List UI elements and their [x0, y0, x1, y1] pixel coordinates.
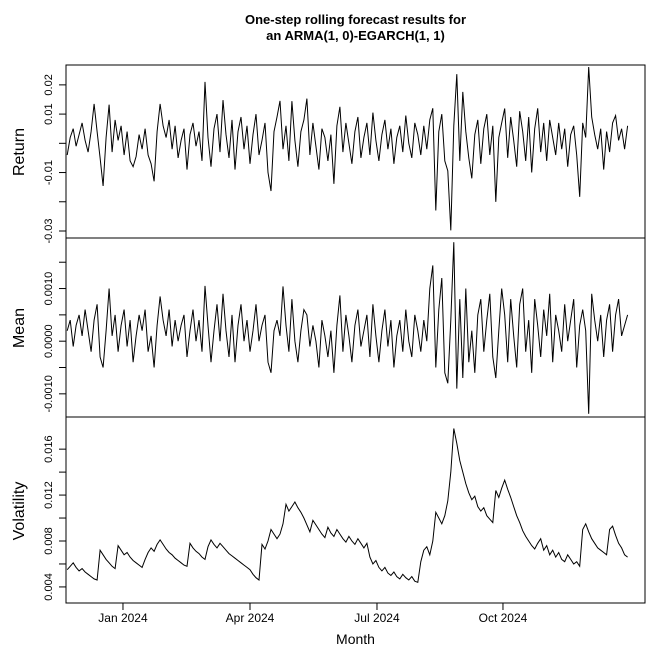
- mean-y-tick-label: 0.0010: [43, 272, 55, 306]
- volatility-y-tick-label: 0.008: [43, 527, 55, 555]
- volatility-y-tick-label: 0.004: [43, 573, 55, 601]
- x-tick-label: Jul 2024: [354, 611, 400, 625]
- return-y-tick-label: -0.01: [43, 160, 55, 185]
- x-tick-label: Oct 2024: [479, 611, 528, 625]
- x-axis-label: Month: [336, 631, 375, 647]
- volatility-panel-border: [65, 416, 646, 604]
- mean-series-line: [66, 242, 629, 414]
- mean-y-tick-label: -0.0010: [43, 375, 55, 412]
- chart-title: One-step rolling forecast results for an…: [66, 12, 645, 44]
- x-tick-label: Apr 2024: [226, 611, 275, 625]
- return-panel-border: [65, 64, 646, 239]
- chart-title-line1: One-step rolling forecast results for: [244, 12, 467, 27]
- x-tick-label: Jan 2024: [98, 611, 148, 625]
- mean-y-tick-label: 0.0000: [43, 324, 55, 358]
- volatility-y-tick-label: 0.016: [43, 435, 55, 463]
- chart-title-line2: an ARMA(1, 0)-EGARCH(1, 1): [266, 28, 445, 43]
- return-y-tick-label: -0.03: [43, 218, 55, 243]
- volatility-y-tick-label: 0.012: [43, 481, 55, 509]
- return-y-tick-label: 0.01: [43, 103, 55, 124]
- volatility-series-line: [66, 428, 628, 583]
- return-series-line: [66, 66, 629, 231]
- return-y-tick-label: 0.02: [43, 74, 55, 95]
